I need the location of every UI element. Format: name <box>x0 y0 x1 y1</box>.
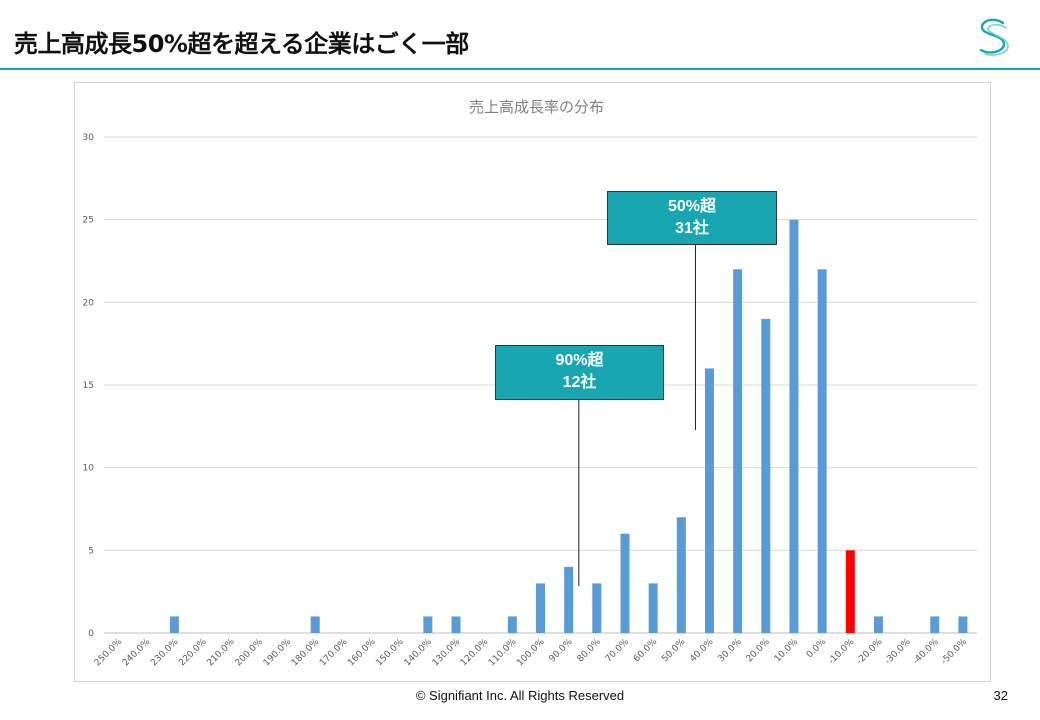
callout-50-line1: 50%超 <box>667 198 717 215</box>
x-tick-label: 130.0% <box>431 637 463 669</box>
bar <box>451 616 461 633</box>
bar-highlight <box>845 550 855 633</box>
y-tick-label: 5 <box>88 546 94 556</box>
x-tick-label: 70.0% <box>604 637 632 665</box>
x-tick-label: 210.0% <box>206 637 238 669</box>
signifiant-logo <box>979 18 1009 56</box>
bar <box>704 368 714 633</box>
x-tick-label: -10.0% <box>827 637 857 667</box>
bar <box>592 583 602 633</box>
x-tick-label: 100.0% <box>515 637 547 669</box>
x-tick-label: 150.0% <box>374 637 406 669</box>
x-tick-label: 50.0% <box>660 637 688 665</box>
bar <box>507 616 517 633</box>
x-tick-label: 230.0% <box>149 637 181 669</box>
x-tick-label: 180.0% <box>290 637 322 669</box>
x-tick-label: 30.0% <box>716 637 744 665</box>
x-tick-label: -40.0% <box>911 637 941 667</box>
y-tick-label: 20 <box>83 298 95 308</box>
x-tick-label: 20.0% <box>745 637 773 665</box>
x-tick-label: 170.0% <box>318 637 350 669</box>
x-tick-label: 0.0% <box>805 637 829 661</box>
x-tick-label: 220.0% <box>177 637 209 669</box>
title-divider <box>0 68 1040 70</box>
page-number: 32 <box>993 688 1008 703</box>
bar <box>676 517 686 633</box>
y-tick-label: 25 <box>83 216 94 226</box>
bar <box>930 616 940 633</box>
x-tick-label: 110.0% <box>487 637 519 669</box>
bar <box>733 269 743 633</box>
x-tick-label: 160.0% <box>346 637 378 669</box>
footer-copyright: © Signifiant Inc. All Rights Reserved <box>415 688 625 703</box>
bar <box>310 616 320 633</box>
bar <box>169 616 179 633</box>
callout-90-line2: 12社 <box>562 374 597 391</box>
x-tick-label: 90.0% <box>547 637 575 665</box>
y-tick-label: 15 <box>83 381 94 391</box>
x-tick-label: 80.0% <box>576 637 604 665</box>
bar <box>761 318 771 633</box>
x-tick-label: 250.0% <box>93 637 125 669</box>
x-tick-label: -30.0% <box>883 637 913 667</box>
bar <box>789 219 799 633</box>
x-tick-label: -20.0% <box>855 637 885 667</box>
slide-title: 売上高成長50%超を超える企業はごく一部 <box>14 30 469 58</box>
bar <box>423 616 433 633</box>
x-tick-label: 140.0% <box>403 637 435 669</box>
chart-title: 売上高成長率の分布 <box>469 98 604 116</box>
x-tick-label: 10.0% <box>773 637 801 665</box>
x-tick-label: 40.0% <box>688 637 716 665</box>
x-tick-label: 120.0% <box>459 637 491 669</box>
bar <box>817 269 827 633</box>
bar <box>873 616 883 633</box>
callout-90-line1: 90%超 <box>555 352 604 369</box>
callout-50-percent: 50%超 31社 <box>607 191 777 245</box>
x-tick-label: 60.0% <box>632 637 660 665</box>
x-tick-label: 200.0% <box>234 637 266 669</box>
bar <box>958 616 968 633</box>
bar <box>564 566 574 633</box>
callout-90-percent: 90%超 12社 <box>495 345 664 400</box>
bar <box>536 583 545 633</box>
callout-50-line2: 31社 <box>675 220 709 237</box>
chart-frame <box>74 82 991 682</box>
y-tick-label: 30 <box>83 133 95 143</box>
y-tick-label: 0 <box>88 629 94 639</box>
x-tick-label: 240.0% <box>121 637 153 669</box>
x-tick-label: 190.0% <box>262 637 294 669</box>
x-tick-label: -50.0% <box>939 637 969 667</box>
y-tick-label: 10 <box>83 464 95 474</box>
bar <box>620 533 630 633</box>
bar <box>648 583 658 633</box>
